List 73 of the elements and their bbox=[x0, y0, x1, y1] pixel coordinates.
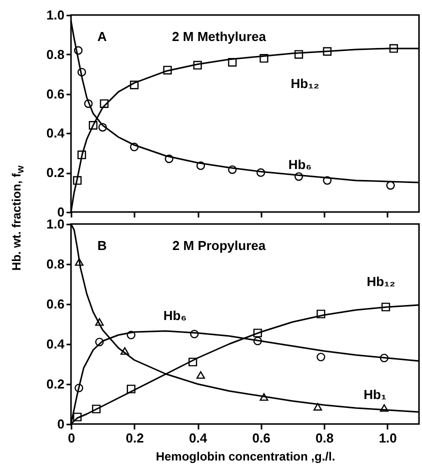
point bbox=[322, 176, 332, 185]
point bbox=[260, 54, 268, 63]
point bbox=[95, 338, 104, 346]
point bbox=[130, 80, 139, 90]
point bbox=[313, 402, 322, 411]
annotation: Hb₁₂ bbox=[366, 274, 396, 289]
x-axis-title: Hemoglobin concentration ,g./l. bbox=[156, 450, 336, 464]
point bbox=[84, 99, 93, 108]
point bbox=[316, 352, 326, 362]
point bbox=[260, 393, 268, 401]
x-tick-label: 1.0 bbox=[378, 430, 397, 446]
point bbox=[193, 60, 202, 70]
annotation: A bbox=[97, 29, 108, 44]
point bbox=[253, 328, 262, 338]
y-tick-label: 0.4 bbox=[46, 126, 66, 141]
point bbox=[188, 358, 198, 366]
y-tick-label: 0.2 bbox=[46, 165, 64, 180]
x-tick-label: 0.6 bbox=[252, 430, 270, 446]
annotation: Hb₆ bbox=[288, 157, 312, 172]
point bbox=[163, 66, 172, 74]
point bbox=[380, 354, 389, 362]
point bbox=[88, 121, 98, 130]
x-tick-label: 0.4 bbox=[189, 430, 208, 446]
point bbox=[228, 58, 237, 67]
point bbox=[316, 310, 326, 318]
y-tick-label: 0.6 bbox=[46, 86, 64, 102]
point bbox=[256, 168, 266, 177]
point bbox=[92, 404, 101, 414]
y-tick-label: 0.8 bbox=[46, 46, 64, 62]
point bbox=[294, 50, 304, 59]
point bbox=[389, 44, 398, 53]
annotation: Hb₁₂ bbox=[290, 76, 320, 91]
text: 2 M Methylurea bbox=[172, 29, 267, 44]
point bbox=[130, 142, 139, 152]
point bbox=[77, 68, 86, 76]
text: 2 M Propylurea bbox=[172, 238, 266, 253]
annotation: B bbox=[97, 238, 107, 253]
point bbox=[228, 165, 237, 174]
point bbox=[196, 161, 206, 170]
point bbox=[120, 347, 130, 355]
point bbox=[74, 46, 83, 55]
x-tick-label: 0.2 bbox=[126, 430, 144, 446]
y-tick-label: 1.0 bbox=[46, 8, 64, 22]
point bbox=[386, 181, 395, 190]
y-tick-label: 0.4 bbox=[46, 336, 66, 352]
y-tick-label: 0.6 bbox=[46, 296, 64, 312]
point bbox=[322, 47, 332, 56]
point bbox=[294, 172, 304, 181]
point bbox=[73, 176, 82, 185]
x-tick-label: 0.8 bbox=[316, 430, 334, 446]
y-tick-label: 0 bbox=[57, 204, 64, 220]
y-tick-label: 0.2 bbox=[46, 376, 64, 392]
y-tick-label: 0 bbox=[57, 416, 64, 432]
annotation: Hb₆ bbox=[163, 308, 187, 323]
point bbox=[253, 336, 262, 346]
point bbox=[164, 154, 174, 164]
point bbox=[126, 330, 136, 340]
point bbox=[126, 384, 136, 394]
point bbox=[98, 122, 107, 132]
point bbox=[381, 302, 390, 312]
point bbox=[100, 99, 109, 108]
point bbox=[74, 258, 84, 266]
point bbox=[190, 330, 199, 338]
point bbox=[73, 412, 82, 422]
annotation: Hb₁ bbox=[364, 387, 386, 402]
y-tick-label: 1.0 bbox=[46, 216, 64, 232]
point bbox=[380, 404, 389, 412]
x-tick-label: 0 bbox=[68, 430, 76, 446]
point bbox=[95, 318, 104, 326]
point bbox=[196, 371, 206, 379]
point bbox=[74, 384, 84, 392]
y-tick-label: 0.8 bbox=[46, 256, 64, 272]
point bbox=[77, 150, 86, 160]
